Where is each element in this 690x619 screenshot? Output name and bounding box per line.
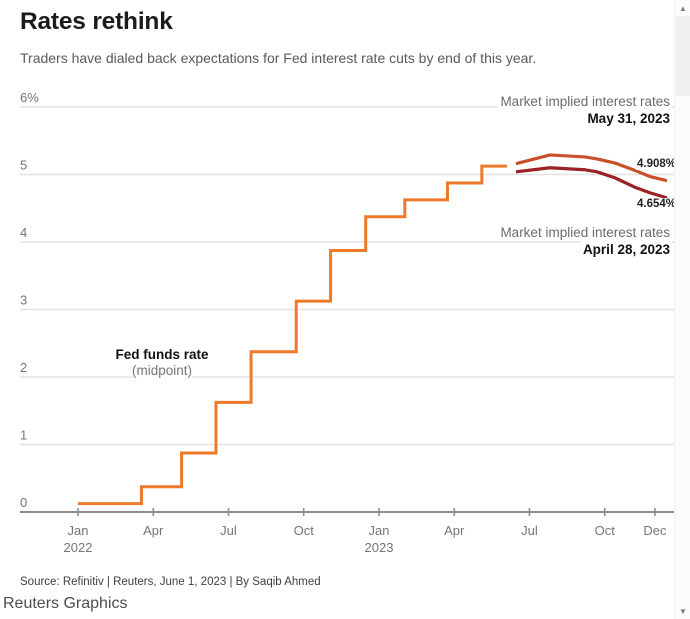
scrollbar-up-button[interactable]: ▲	[675, 0, 690, 16]
x-tick-label: Apr	[444, 523, 465, 538]
x-tick-label: Jan	[68, 523, 89, 538]
source-line: Source: Refinitiv | Reuters, June 1, 202…	[20, 576, 321, 588]
scroll-down-icon: ▼	[679, 606, 687, 616]
x-tick-label: Oct	[294, 523, 315, 538]
x-tick-sublabel: 2023	[365, 540, 394, 555]
annotation-fed-funds: Fed funds rate (midpoint)	[82, 347, 242, 379]
reuters-graphics-link[interactable]: Reuters Graphics	[3, 595, 128, 612]
x-tick-label: Jan	[369, 523, 390, 538]
x-tick-label: Dec	[643, 523, 667, 538]
end-value-label-april: 4.654%	[635, 198, 677, 210]
vertical-scrollbar[interactable]: ▲ ▼	[674, 0, 690, 619]
y-tick-label: 1	[20, 428, 27, 443]
x-tick-label: Oct	[595, 523, 616, 538]
y-tick-label: 5	[20, 158, 27, 173]
y-tick-label: 3	[20, 293, 27, 308]
y-tick-label: 2	[20, 360, 27, 375]
scrollbar-down-button[interactable]: ▼	[675, 603, 690, 619]
annotation-april-heading: Market implied interest rates	[498, 224, 672, 241]
end-value-label-may: 4.908%	[635, 158, 677, 170]
annotation-april-date: April 28, 2023	[580, 241, 672, 258]
rates-chart: 6% 5 4 3 2 1 0 Jan 2022 Apr Jul Oct Jan 2023 Apr Jul Oct…	[20, 90, 674, 555]
annotation-may-31: Market implied interest rates May 31, 20…	[498, 93, 672, 127]
scrollbar-thumb[interactable]	[676, 16, 690, 96]
annotation-april-28: Market implied interest rates April 28, …	[498, 224, 672, 258]
y-tick-label: 4	[20, 225, 27, 240]
x-tick-label: Jul	[220, 523, 237, 538]
series-april-28-2023	[515, 166, 668, 200]
fed-funds-sublabel: (midpoint)	[131, 363, 193, 379]
series-may-31-2023	[515, 153, 668, 183]
fed-funds-label: Fed funds rate	[115, 347, 209, 363]
x-tick-sublabel: 2022	[64, 540, 93, 555]
page-title: Rates rethink	[20, 8, 173, 35]
scroll-up-icon: ▲	[679, 3, 687, 13]
x-tick-label: Apr	[143, 523, 164, 538]
y-tick-label: 0	[20, 495, 27, 510]
scrollbar-track[interactable]	[675, 16, 690, 603]
y-tick-label: 6%	[20, 90, 39, 105]
annotation-may-heading: Market implied interest rates	[498, 93, 672, 110]
series-fed-funds-rate	[78, 164, 507, 506]
chart-subtitle: Traders have dialed back expectations fo…	[20, 50, 537, 66]
annotation-may-date: May 31, 2023	[585, 110, 672, 127]
x-tick-label: Jul	[521, 523, 538, 538]
